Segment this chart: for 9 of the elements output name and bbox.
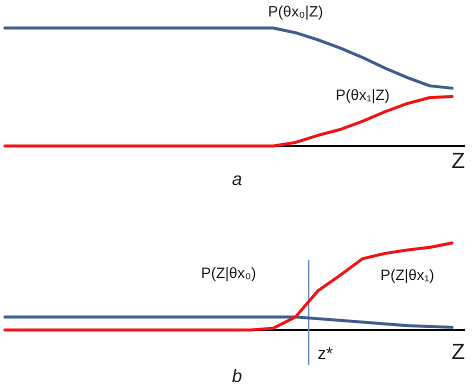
text: z* bbox=[318, 344, 334, 363]
x-axis-title: Z bbox=[452, 339, 465, 364]
series-label: P(Z|θx₁) bbox=[380, 266, 434, 284]
text: a bbox=[232, 169, 242, 189]
x-axis-title: Z bbox=[452, 148, 465, 173]
series-label: P(θx₀|Z) bbox=[268, 4, 324, 21]
text: P(Z|θx₀) bbox=[200, 264, 256, 282]
text: b bbox=[232, 366, 242, 386]
series-label: P(θx₁|Z) bbox=[336, 87, 390, 104]
